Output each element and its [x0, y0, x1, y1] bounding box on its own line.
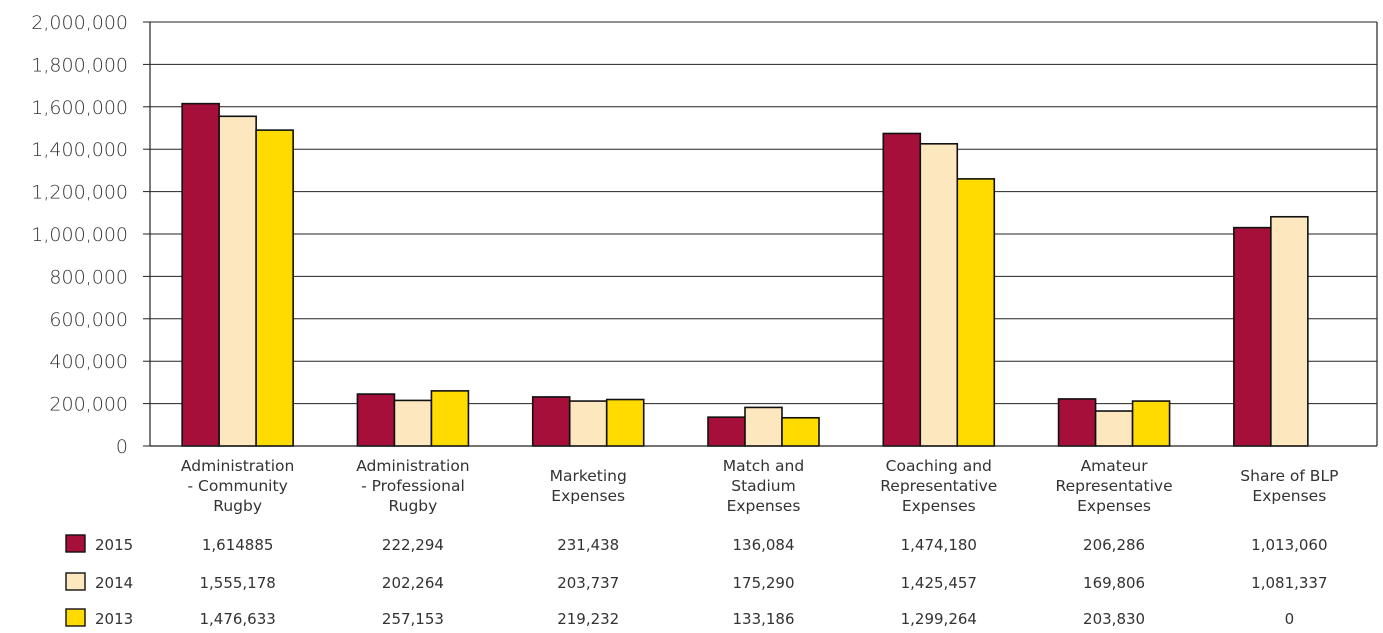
table-value: 1,081,337: [1251, 574, 1327, 592]
table-value: 1,474,180: [901, 536, 977, 554]
legend-swatch-2013: [65, 608, 86, 627]
bar-2014-5: [1094, 410, 1134, 447]
bar-2015-1: [356, 393, 396, 447]
bar-2015-6: [1233, 226, 1272, 447]
table-value: 203,830: [1083, 610, 1145, 628]
bar-2014-1: [393, 399, 433, 447]
y-tick-label: 1,600,000: [31, 97, 128, 119]
y-tick-label: 1,800,000: [31, 54, 128, 76]
table-value: 1,476,633: [199, 610, 275, 628]
legend-label-2015: 2015: [95, 536, 133, 554]
table-value: 0: [1285, 610, 1295, 628]
legend-label-2014: 2014: [95, 574, 133, 592]
category-label: Amateur Representative Expenses: [1056, 457, 1173, 515]
category-label: Marketing Expenses: [550, 467, 627, 505]
y-tick-label: 1,400,000: [31, 139, 128, 161]
bar-2014-0: [218, 115, 257, 447]
axes: [149, 22, 1378, 447]
bar-2015-4: [882, 132, 922, 447]
category-label: Coaching and Representative Expenses: [880, 457, 997, 515]
bar-2013-0: [255, 129, 294, 447]
bar-2014-4: [919, 143, 959, 447]
category-labels: Administration - Community Rugby Administra…: [181, 457, 1338, 515]
bar-2014-2: [568, 400, 608, 447]
gridlines: [143, 21, 1377, 447]
bar-2014-3: [744, 406, 783, 447]
bar-2015-5: [1057, 398, 1097, 447]
y-tick-label: 0: [116, 436, 128, 458]
category-label: Administration - Community Rugby: [181, 457, 294, 515]
bar-2013-1: [430, 390, 470, 447]
bar-2013-5: [1131, 400, 1171, 447]
bar-2015-3: [707, 416, 746, 447]
table-value: 1,614885: [202, 536, 274, 554]
table-value: 202,264: [382, 574, 444, 592]
table-value: 133,186: [732, 610, 794, 628]
table-value: 219,232: [557, 610, 619, 628]
y-tick-label: 400,000: [49, 351, 128, 373]
category-label: Share of BLP Expenses: [1240, 467, 1338, 505]
bar-2013-2: [605, 398, 645, 447]
table-value: 169,806: [1083, 574, 1145, 592]
table-value: 257,153: [382, 610, 444, 628]
table-value: 203,737: [557, 574, 619, 592]
bar-2015-2: [531, 396, 571, 447]
legend-label-2013: 2013: [95, 610, 133, 628]
legend-swatch-2015: [65, 534, 86, 553]
y-tick-label: 1,000,000: [31, 224, 128, 246]
bar-2015-0: [181, 102, 220, 447]
table-value: 1,299,264: [901, 610, 977, 628]
bars: [181, 102, 1309, 447]
bar-2013-3: [781, 416, 820, 447]
table-value: 1,555,178: [199, 574, 275, 592]
y-tick-label: 2,000,000: [31, 12, 128, 34]
category-label: Match and Stadium Expenses: [723, 457, 804, 515]
bar-2014-6: [1270, 215, 1309, 447]
data-table: 2015 1,614885 222,294 231,438 136,084 1,474,1…: [65, 534, 1328, 628]
legend-swatch-2014: [65, 572, 86, 591]
category-label: Administration - Professional Rugby: [356, 457, 469, 515]
y-tick-label: 600,000: [49, 309, 128, 331]
table-value: 175,290: [732, 574, 794, 592]
table-value: 136,084: [732, 536, 794, 554]
bar-2013-4: [956, 178, 996, 447]
y-axis-ticks: 0 200,000 400,000 600,000 800,000 1,000,000 1,…: [31, 12, 128, 458]
y-tick-label: 1,200,000: [31, 182, 128, 204]
table-value: 1,013,060: [1251, 536, 1327, 554]
table-value: 1,425,457: [901, 574, 977, 592]
table-value: 222,294: [382, 536, 444, 554]
y-tick-label: 200,000: [49, 394, 128, 416]
table-value: 231,438: [557, 536, 619, 554]
table-value: 206,286: [1083, 536, 1145, 554]
y-tick-label: 800,000: [49, 266, 128, 288]
